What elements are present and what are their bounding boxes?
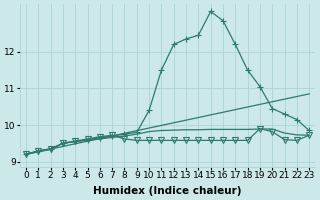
X-axis label: Humidex (Indice chaleur): Humidex (Indice chaleur) xyxy=(93,186,242,196)
